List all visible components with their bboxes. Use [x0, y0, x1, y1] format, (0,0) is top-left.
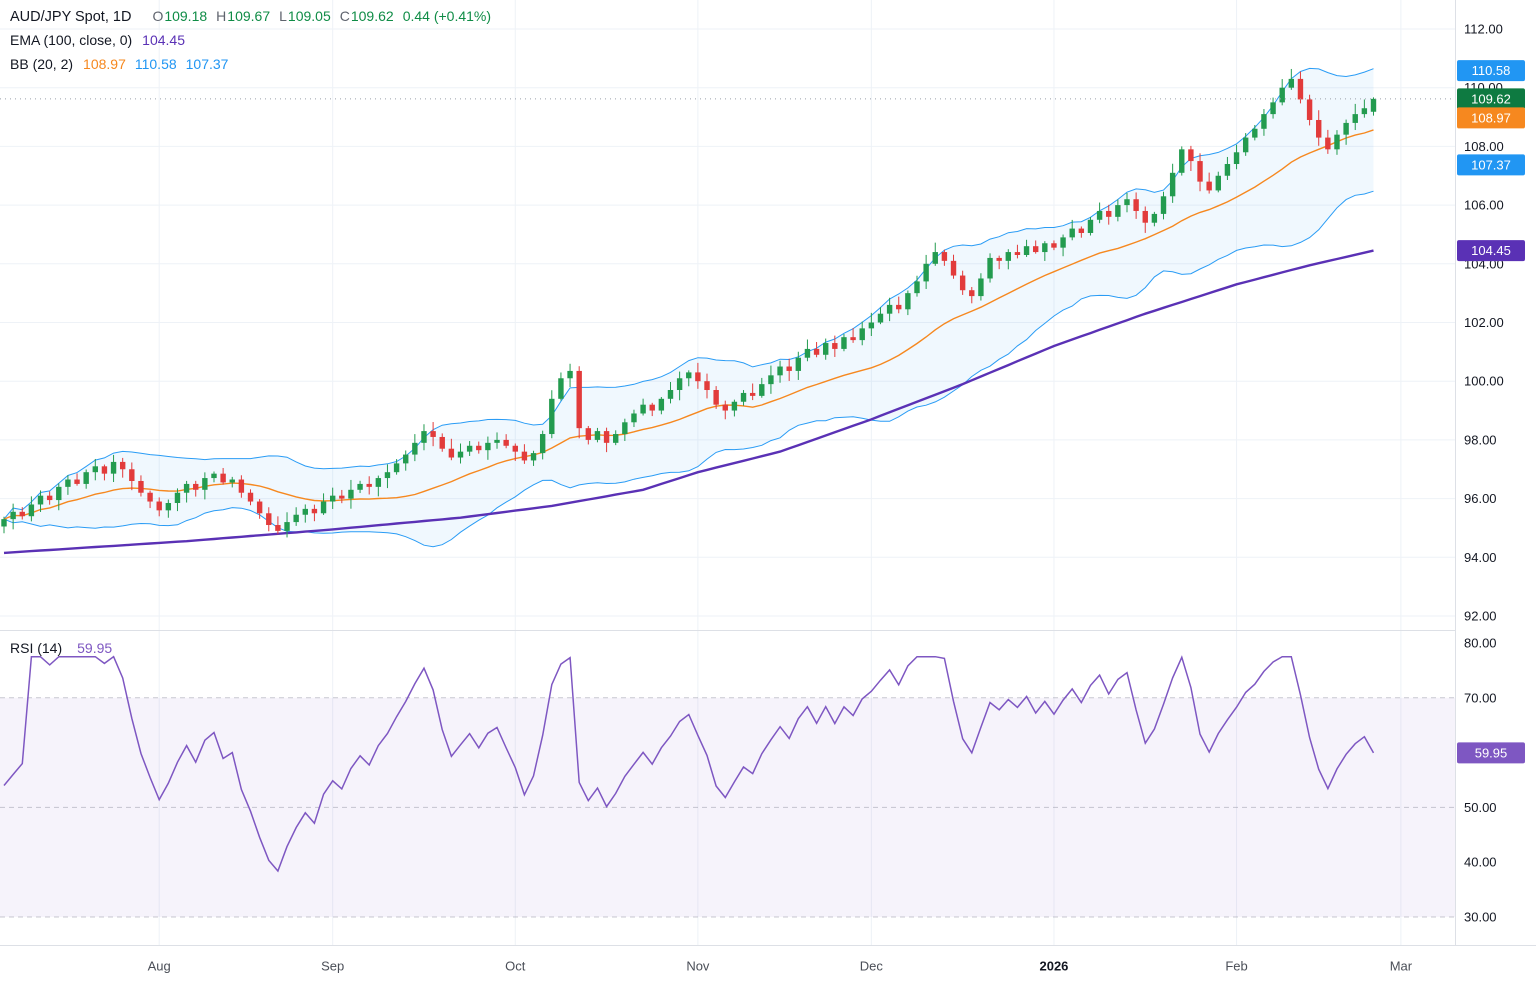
rsi-tick-label: 50.00	[1464, 800, 1497, 815]
ema-legend-row[interactable]: EMA (100, close, 0) 104.45	[10, 32, 491, 51]
price-tick-label: 98.00	[1464, 432, 1497, 447]
rsi-pane[interactable]	[0, 655, 1455, 918]
high-key: H	[216, 8, 227, 24]
bb-legend-row[interactable]: BB (20, 2) 108.97 110.58 107.37	[10, 56, 491, 75]
symbol-legend-row[interactable]: AUD/JPY Spot, 1D O 109.18 H 109.67 L 109…	[10, 8, 491, 27]
month-label: Feb	[1225, 959, 1247, 974]
price-tick-label: 102.00	[1464, 315, 1504, 330]
ema-line	[3, 249, 1374, 555]
month-label: Sep	[321, 959, 344, 974]
rsi-tick-label: 80.00	[1464, 636, 1497, 651]
price-tick-label: 108.00	[1464, 139, 1504, 154]
rsi-band-fill	[0, 697, 1455, 917]
month-label: Aug	[148, 959, 171, 974]
rsi-tick-label: 40.00	[1464, 855, 1497, 870]
rsi-tick-label: 30.00	[1464, 910, 1497, 925]
chart-legend: AUD/JPY Spot, 1D O 109.18 H 109.67 L 109…	[10, 8, 491, 75]
month-label: Dec	[860, 959, 884, 974]
svg-text:109.62: 109.62	[1471, 91, 1511, 106]
bb-price-badge	[1457, 60, 1525, 82]
price-tick-label: 112.00	[1464, 22, 1503, 37]
bb-lower-value: 107.37	[185, 56, 229, 72]
basis-price-badge	[1457, 107, 1525, 129]
candlestick-series	[1, 68, 1377, 538]
low-value: 109.05	[287, 8, 331, 24]
low-key: L	[279, 8, 287, 24]
svg-text:108.97: 108.97	[1471, 110, 1511, 125]
ema-label[interactable]: EMA (100, close, 0)	[10, 32, 133, 48]
price-tick-label: 94.00	[1464, 550, 1497, 565]
rsi-value: 59.95	[77, 640, 113, 656]
price-tick-label: 96.00	[1464, 491, 1497, 506]
open-key: O	[152, 8, 164, 24]
main-pane[interactable]	[0, 67, 1455, 555]
symbol-title[interactable]: AUD/JPY Spot, 1D	[10, 9, 132, 25]
open-value: 109.18	[164, 8, 208, 24]
svg-text:104.45: 104.45	[1471, 243, 1511, 258]
month-label: Oct	[505, 959, 526, 974]
change-value: 0.44 (+0.41%)	[402, 8, 492, 24]
bb-lower-line	[3, 190, 1374, 548]
month-label: 2026	[1039, 959, 1068, 974]
ema-price-badge	[1457, 240, 1525, 262]
svg-text:110.58: 110.58	[1472, 63, 1511, 78]
rsi-line	[3, 655, 1375, 873]
rsi-tick-label: 70.00	[1464, 690, 1497, 705]
month-label: Mar	[1390, 959, 1413, 974]
grid	[0, 0, 1455, 945]
bb-label[interactable]: BB (20, 2)	[10, 56, 74, 72]
ema-value: 104.45	[142, 32, 185, 48]
high-value: 109.67	[227, 8, 271, 24]
close-price-badge	[1457, 88, 1525, 110]
bb-price-badge	[1457, 154, 1525, 176]
svg-text:107.37: 107.37	[1471, 157, 1511, 172]
svg-text:59.95: 59.95	[1475, 745, 1508, 760]
rsi-value-badge	[1457, 742, 1525, 764]
time-axis[interactable]: Aug Sep Oct Nov Dec 2026 Feb Mar	[148, 959, 1413, 974]
price-tick-label: 106.00	[1464, 198, 1504, 213]
bb-basis-value: 108.97	[83, 56, 126, 72]
rsi-legend[interactable]: RSI (14) 59.95	[10, 640, 112, 656]
price-tick-label: 100.00	[1464, 374, 1504, 389]
close-value: 109.62	[350, 8, 394, 24]
month-label: Nov	[686, 959, 710, 974]
bb-upper-value: 110.58	[134, 56, 177, 72]
rsi-label[interactable]: RSI (14)	[10, 640, 63, 656]
price-tick-label: 92.00	[1464, 609, 1497, 624]
close-key: C	[339, 8, 350, 24]
price-axis[interactable]: 112.00110.00108.00106.00104.00102.00100.…	[1456, 0, 1536, 945]
bb-fill	[4, 68, 1374, 547]
bb-upper-line	[3, 67, 1374, 520]
